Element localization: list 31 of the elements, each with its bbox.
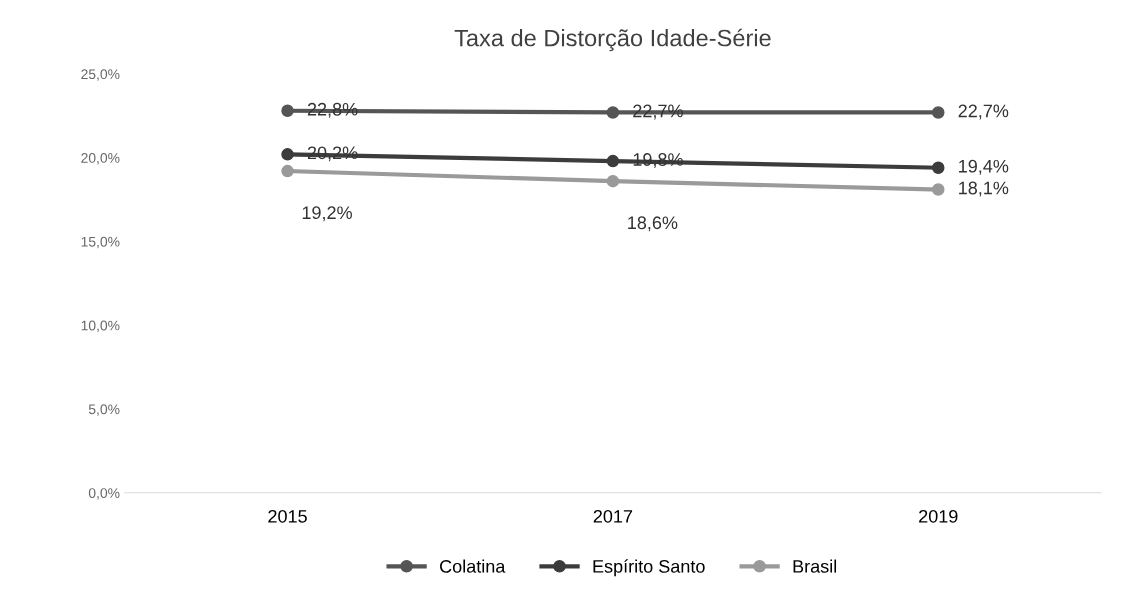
chart-title: Taxa de Distorção Idade-Série: [454, 28, 771, 52]
point: [606, 154, 620, 168]
point: [932, 161, 945, 174]
data-label: 22,7%: [633, 104, 683, 120]
y-tick-label: 5,0%: [88, 404, 120, 416]
legend-label: Colatina: [440, 559, 506, 573]
point: [281, 104, 294, 118]
y-tick-label: 25,0%: [81, 69, 120, 81]
data-label: 18,1%: [959, 181, 1009, 197]
x-tick-label: 2017: [593, 509, 633, 523]
data-label: 22,7%: [958, 104, 1009, 120]
data-label: 18,6%: [628, 216, 678, 232]
x-tick-label: 2019: [919, 509, 958, 523]
y-tick-label: 0,0%: [88, 488, 120, 500]
y-tick-label: 10,0%: [81, 320, 120, 333]
point: [281, 164, 294, 178]
point: [606, 174, 620, 188]
data-label: 22,8%: [307, 102, 358, 118]
legend-label: Espírito Santo: [593, 559, 705, 577]
point: [932, 183, 945, 196]
y-tick-label: 20,0%: [81, 153, 120, 165]
y-tick-label: 15,0%: [81, 236, 120, 249]
x-tick-label: 2015: [268, 509, 307, 523]
point: [281, 148, 294, 161]
point: [932, 106, 945, 119]
data-label: 19,8%: [633, 153, 683, 169]
data-label: 19,4%: [959, 159, 1009, 175]
legend-label: Brasil: [793, 559, 837, 573]
data-label: 20,2%: [307, 146, 358, 162]
point: [606, 106, 620, 119]
data-label: 19,2%: [302, 206, 352, 222]
